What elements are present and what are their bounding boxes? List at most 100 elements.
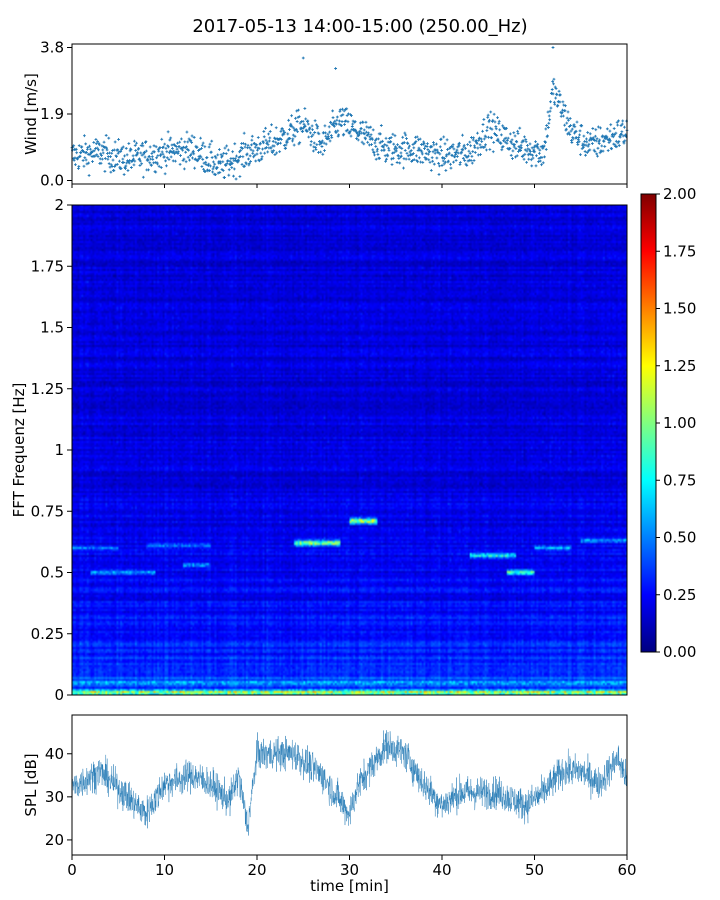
wind-point — [202, 161, 206, 165]
wind-point — [96, 140, 100, 143]
wind-point — [212, 160, 215, 164]
wind-point — [495, 134, 499, 137]
wind-point — [254, 159, 258, 163]
wind-point — [469, 144, 473, 148]
wind-point — [87, 161, 91, 165]
wind-point — [141, 175, 145, 179]
wind-point — [103, 157, 107, 160]
wind-point — [509, 153, 513, 157]
wind-point — [379, 124, 383, 127]
wind-point — [580, 124, 584, 128]
wind-point — [595, 137, 599, 141]
wind-point — [91, 160, 94, 163]
wind-point — [608, 129, 612, 133]
wind-point — [83, 156, 87, 160]
wind-point — [175, 147, 179, 151]
wind-point — [578, 129, 582, 133]
wind-point — [183, 140, 187, 144]
wind-point — [528, 142, 532, 146]
wind-point — [391, 132, 395, 136]
wind-point — [350, 114, 353, 118]
wind-point — [251, 151, 255, 155]
wind-point — [171, 151, 175, 155]
wind-point — [209, 164, 212, 168]
wind-point — [426, 152, 430, 156]
wind-point — [172, 149, 176, 153]
colorbar-tick-label: 0.00 — [663, 643, 696, 661]
wind-point — [304, 117, 308, 121]
wind-point — [239, 148, 243, 152]
wind-point — [188, 154, 192, 157]
wind-point — [409, 149, 413, 152]
wind-point — [146, 158, 150, 162]
wind-point — [617, 140, 621, 143]
wind-point — [342, 132, 346, 136]
wind-point — [313, 131, 317, 134]
wind-point — [284, 146, 288, 150]
wind-point — [140, 153, 144, 157]
wind-point — [444, 160, 447, 164]
wind-point — [192, 135, 196, 139]
wind-point — [478, 136, 481, 140]
wind-point — [257, 147, 261, 150]
wind-point — [320, 145, 324, 148]
wind-point — [226, 148, 230, 152]
wind-point — [367, 126, 371, 130]
wind-point — [498, 128, 502, 132]
wind-point — [361, 120, 365, 124]
wind-point — [358, 121, 362, 125]
wind-point — [428, 160, 432, 164]
wind-point — [238, 150, 241, 154]
wind-point — [230, 166, 234, 169]
wind-point — [556, 104, 560, 107]
wind-point — [227, 168, 231, 172]
wind-point — [160, 150, 164, 154]
wind-point — [404, 157, 408, 161]
wind-point — [527, 152, 531, 156]
wind-point — [109, 170, 113, 174]
wind-point — [303, 107, 307, 110]
wind-point — [95, 146, 99, 150]
wind-point — [328, 130, 332, 134]
colorbar-tick-label: 1.25 — [663, 357, 696, 375]
wind-point — [501, 124, 505, 128]
wind-point — [431, 159, 434, 163]
wind-point — [443, 142, 447, 146]
wind-point — [461, 148, 465, 152]
wind-point — [345, 107, 349, 111]
wind-point — [141, 141, 144, 145]
wind-point — [617, 119, 620, 123]
wind-point — [364, 137, 367, 141]
wind-point — [122, 173, 126, 176]
wind-point — [309, 140, 313, 143]
wind-point — [314, 148, 318, 151]
wind-point — [393, 147, 396, 151]
wind-point — [432, 141, 435, 144]
wind-point — [135, 141, 138, 145]
wind-point — [578, 133, 581, 137]
wind-point — [513, 143, 517, 147]
wind-point — [356, 138, 360, 142]
wind-point — [200, 147, 203, 150]
wind-point — [475, 142, 479, 145]
wind-point — [94, 142, 98, 146]
wind-point — [389, 140, 393, 144]
wind-point — [358, 132, 361, 136]
wind-point — [491, 118, 495, 122]
wind-point — [92, 140, 96, 144]
wind-point — [168, 138, 172, 142]
wind-point — [385, 144, 389, 148]
wind-point — [162, 155, 166, 159]
wind-point — [286, 132, 290, 136]
wind-point — [600, 144, 604, 148]
wind-point — [101, 148, 105, 152]
wind-point — [582, 134, 586, 138]
wind-point — [605, 127, 609, 131]
wind-point — [414, 154, 418, 158]
spectrogram-ytick-label: 1.5 — [40, 319, 64, 337]
wind-point — [334, 131, 338, 135]
wind-point — [119, 150, 123, 153]
wind-point — [156, 154, 160, 158]
wind-point — [332, 124, 336, 128]
wind-point — [598, 138, 602, 142]
